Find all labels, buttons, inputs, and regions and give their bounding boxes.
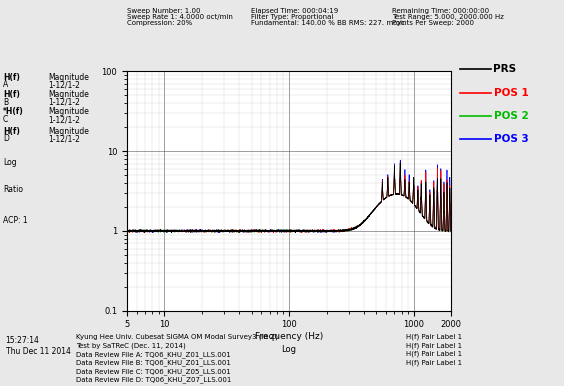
Text: *H(f): *H(f) [3, 107, 24, 117]
Text: Filter Type: Proportional: Filter Type: Proportional [251, 14, 333, 20]
Text: POS 1: POS 1 [494, 88, 528, 98]
Text: 1-12/1-2: 1-12/1-2 [48, 134, 80, 144]
Text: Magnitude: Magnitude [48, 127, 89, 136]
Text: H(f): H(f) [3, 127, 20, 136]
Text: Data Review File A: TQ06_KHU_Z01_LLS.001: Data Review File A: TQ06_KHU_Z01_LLS.001 [76, 351, 231, 357]
X-axis label: Frequency (Hz): Frequency (Hz) [255, 332, 323, 341]
Text: Fundamental: 140.00 % BB RMS: 227. mcyc: Fundamental: 140.00 % BB RMS: 227. mcyc [251, 20, 405, 26]
Text: Magnitude: Magnitude [48, 73, 89, 82]
Text: Data Review File D: TQ06_KHU_Z07_LLS.001: Data Review File D: TQ06_KHU_Z07_LLS.001 [76, 376, 231, 383]
Text: Data Review File C: TQ06_KHU_Z05_LLS.001: Data Review File C: TQ06_KHU_Z05_LLS.001 [76, 368, 231, 374]
Text: Kyung Hee Univ. Cubesat SIGMA OM Modal Survey3 (in Z): Kyung Hee Univ. Cubesat SIGMA OM Modal S… [76, 334, 278, 340]
Text: Sweep Rate 1: 4.0000 oct/min: Sweep Rate 1: 4.0000 oct/min [127, 14, 233, 20]
Text: H(f) Pair Label 1: H(f) Pair Label 1 [406, 359, 462, 366]
Text: POS 2: POS 2 [494, 111, 528, 121]
Text: Data Review File B: TQ06_KHU_Z01_LLS.001: Data Review File B: TQ06_KHU_Z01_LLS.001 [76, 359, 231, 366]
Text: Compression: 20%: Compression: 20% [127, 20, 192, 26]
Text: C: C [3, 115, 8, 124]
Text: 15:27:14: 15:27:14 [6, 336, 39, 345]
Text: 1-12/1-2: 1-12/1-2 [48, 80, 80, 90]
Text: 1-12/1-2: 1-12/1-2 [48, 115, 80, 124]
Text: A: A [3, 80, 8, 90]
Text: Remaining Time: 000:00:00: Remaining Time: 000:00:00 [392, 8, 489, 15]
Text: Thu Dec 11 2014: Thu Dec 11 2014 [6, 347, 70, 356]
Text: 1-12/1-2: 1-12/1-2 [48, 98, 80, 107]
Text: H(f): H(f) [3, 90, 20, 99]
Text: POS 3: POS 3 [494, 134, 528, 144]
Text: H(f) Pair Label 1: H(f) Pair Label 1 [406, 342, 462, 349]
Text: PRS: PRS [494, 64, 517, 74]
Text: D: D [3, 134, 8, 144]
Text: Points Per Sweep: 2000: Points Per Sweep: 2000 [392, 20, 474, 26]
Text: H(f): H(f) [3, 73, 20, 82]
Text: Ratio: Ratio [3, 185, 23, 194]
Text: B: B [3, 98, 8, 107]
Text: Magnitude: Magnitude [48, 90, 89, 99]
Text: Test by SaTReC (Dec. 11, 2014): Test by SaTReC (Dec. 11, 2014) [76, 342, 186, 349]
Text: H(f) Pair Label 1: H(f) Pair Label 1 [406, 351, 462, 357]
Text: H(f) Pair Label 1: H(f) Pair Label 1 [406, 334, 462, 340]
Text: Test Range: 5.000, 2000.000 Hz: Test Range: 5.000, 2000.000 Hz [392, 14, 504, 20]
Text: Elapsed Time: 000:04:19: Elapsed Time: 000:04:19 [251, 8, 338, 15]
Text: Magnitude: Magnitude [48, 107, 89, 117]
Text: Sweep Number: 1.00: Sweep Number: 1.00 [127, 8, 200, 15]
Text: Log: Log [3, 157, 16, 167]
Text: ACP: 1: ACP: 1 [3, 215, 28, 225]
Text: Log: Log [281, 345, 297, 354]
